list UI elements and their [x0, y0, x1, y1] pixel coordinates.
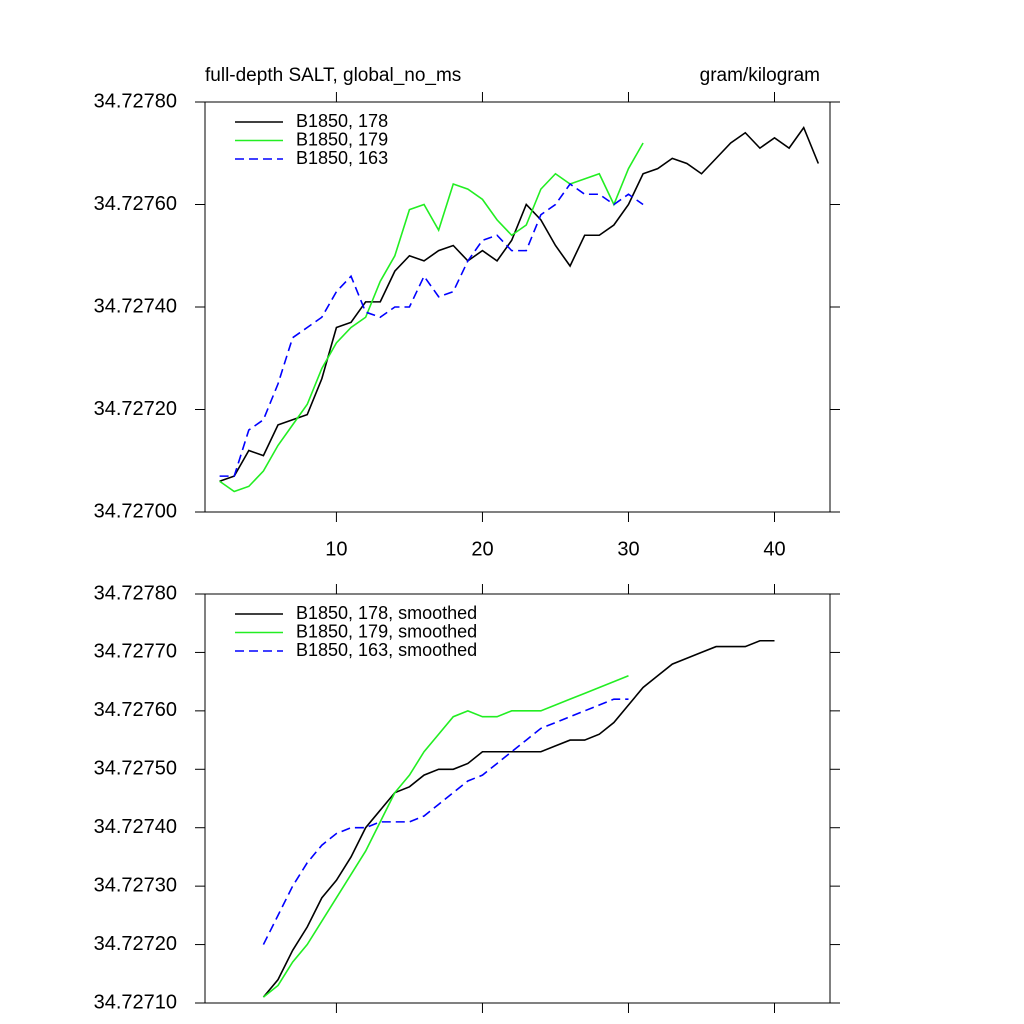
y-tick-label: 34.72770 [94, 641, 177, 663]
legend-label: B1850, 178, smoothed [296, 603, 477, 623]
x-tick-label: 10 [325, 538, 347, 560]
y-tick-label: 34.72760 [94, 699, 177, 721]
y-tick-label: 34.72730 [94, 874, 177, 896]
series-line [219, 142, 644, 493]
x-tick-label: 30 [617, 538, 639, 560]
series-line [262, 675, 629, 998]
y-tick-label: 34.72720 [94, 398, 177, 420]
y-tick-label: 34.72750 [94, 758, 177, 780]
y-tick-label: 34.72780 [94, 90, 177, 112]
series-line [219, 125, 820, 483]
y-tick-label: 34.72740 [94, 816, 177, 838]
series-line [262, 639, 775, 998]
y-tick-label: 34.72720 [94, 933, 177, 955]
series-line [262, 698, 629, 945]
x-tick-label: 40 [763, 538, 785, 560]
x-tick-label: 20 [471, 538, 493, 560]
y-tick-label: 34.72780 [94, 582, 177, 604]
y-tick-label: 34.72710 [94, 991, 177, 1013]
legend-label: B1850, 179 [296, 129, 388, 149]
legend-label: B1850, 179, smoothed [296, 621, 477, 641]
y-tick-label: 34.72700 [94, 500, 177, 522]
plot-frame [204, 593, 831, 1004]
y-tick-label: 34.72740 [94, 295, 177, 317]
chart-title: full-depth SALT, global_no_ms [205, 65, 461, 86]
legend-label: B1850, 163 [296, 148, 388, 168]
legend-label: B1850, 178 [296, 111, 388, 131]
legend-label: B1850, 163, smoothed [296, 640, 477, 660]
y-tick-label: 34.72760 [94, 193, 177, 215]
chart-units: gram/kilogram [700, 65, 820, 86]
series-line [219, 182, 644, 477]
